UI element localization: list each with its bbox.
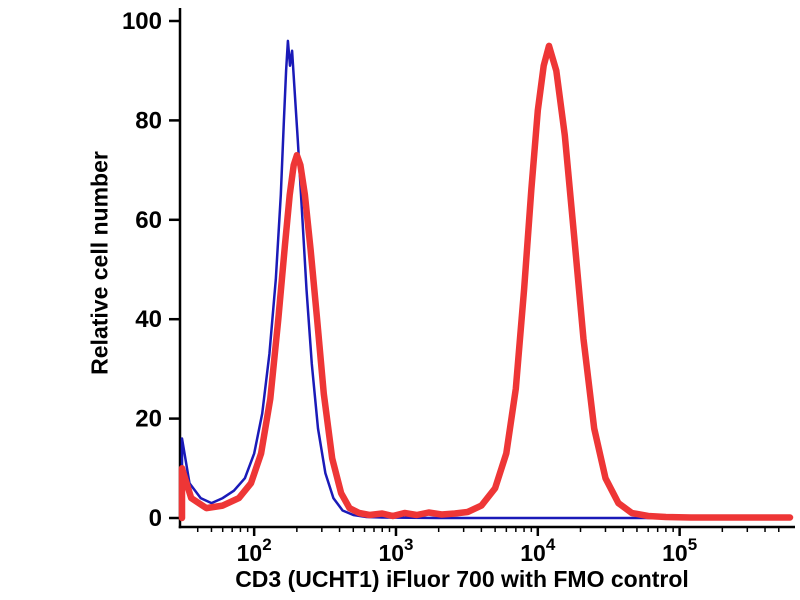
y-axis-title: Relative cell number [86,151,113,375]
y-axis-tick-label: 20 [135,406,162,433]
x-axis-tick-label: 103 [378,535,413,566]
x-axis-tick-label: 102 [237,535,272,566]
red-curve-line [178,42,794,522]
y-axis-tick-label: 60 [135,207,162,234]
x-axis-title: CD3 (UCHT1) iFluor 700 with FMO control [235,566,689,592]
x-axis-tick-label: 105 [662,535,697,566]
y-axis-tick-label: 40 [135,306,162,333]
y-axis-tick-label: 80 [135,107,162,134]
x-axis-tick-label: 104 [520,535,556,566]
blue-curve-line [180,39,792,520]
y-axis-tick-label: 100 [122,8,162,35]
y-axis-tick-label: 0 [149,505,162,532]
